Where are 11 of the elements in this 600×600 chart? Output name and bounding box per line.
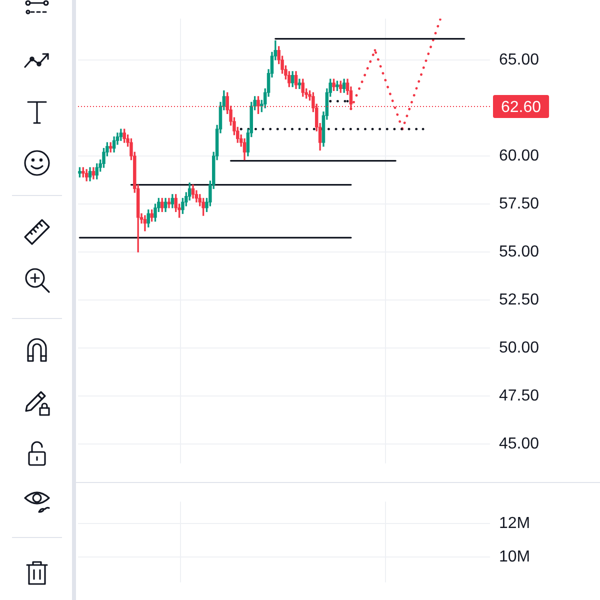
y-tick-label: 60.00 <box>499 147 540 164</box>
y-tick-label: 52.50 <box>499 291 540 308</box>
y-tick-label: 65.00 <box>499 51 540 68</box>
y-tick-label: 57.50 <box>499 195 540 212</box>
y-tick-label: 10M <box>499 548 530 566</box>
y-tick-label: 55.00 <box>499 243 540 260</box>
y-tick-label: 12M <box>499 515 530 532</box>
y-tick-label: 45.00 <box>499 436 540 453</box>
ref-line-label: 62.60 <box>501 98 542 116</box>
y-tick-label: 50.00 <box>499 340 540 357</box>
y-tick-label: 47.50 <box>499 388 540 405</box>
